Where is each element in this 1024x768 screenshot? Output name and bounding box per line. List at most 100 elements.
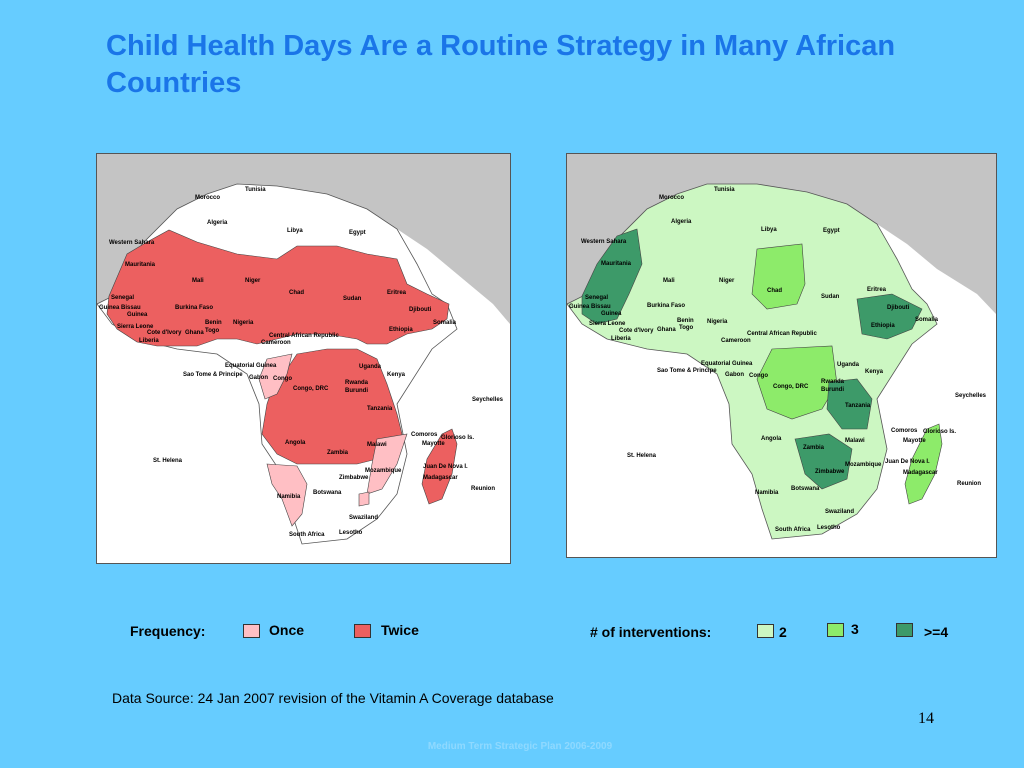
legend-4plus-swatch	[896, 623, 913, 637]
country-label-guinea: Guinea	[127, 312, 148, 318]
country-label-sao-tome-principe: Sao Tome & Principe	[183, 372, 243, 378]
country-label-namibia: Namibia	[755, 490, 779, 496]
country-label-uganda: Uganda	[359, 364, 382, 370]
country-label-cameroon: Cameroon	[721, 338, 751, 344]
int3-region-drc	[756, 345, 838, 420]
country-label-chad: Chad	[767, 288, 782, 294]
country-label-nigeria: Nigeria	[233, 320, 254, 326]
twice-region-west-africa	[106, 229, 450, 347]
country-label-zambia: Zambia	[327, 450, 349, 456]
country-label-comoros: Comoros	[411, 432, 438, 438]
country-label-madagascar: Madagascar	[423, 475, 458, 481]
country-label-liberia: Liberia	[611, 336, 631, 342]
country-label-tunisia: Tunisia	[714, 187, 735, 193]
country-label-ethiopia: Ethiopia	[871, 323, 895, 329]
country-label-western-sahara: Western Sahara	[109, 240, 155, 246]
country-label-togo: Togo	[679, 325, 694, 331]
country-label-reunion: Reunion	[471, 486, 495, 492]
country-label-guinea: Guinea	[601, 311, 622, 317]
country-label-seychelles: Seychelles	[955, 393, 987, 399]
country-label-burkina-faso: Burkina Faso	[647, 303, 685, 309]
country-label-burkina-faso: Burkina Faso	[175, 305, 213, 311]
country-label-mali: Mali	[192, 278, 204, 284]
country-label-angola: Angola	[285, 440, 306, 446]
country-label-reunion: Reunion	[957, 481, 981, 487]
country-label-sudan: Sudan	[821, 294, 840, 300]
country-label-angola: Angola	[761, 436, 782, 442]
country-label-morocco: Morocco	[659, 195, 684, 201]
country-label-botswana: Botswana	[313, 490, 342, 496]
footer-text: Medium Term Strategic Plan 2006-2009	[427, 741, 613, 752]
once-region-southern-africa	[266, 463, 308, 527]
country-label-libya: Libya	[287, 228, 303, 234]
country-label-seychelles: Seychelles	[472, 397, 504, 403]
country-label-cote-d-ivory: Cote d'Ivory	[619, 328, 654, 334]
country-label-togo: Togo	[205, 328, 220, 334]
country-label-swaziland: Swaziland	[825, 509, 854, 515]
country-label-botswana: Botswana	[791, 486, 820, 492]
country-label-namibia: Namibia	[277, 494, 301, 500]
data-source-note: Data Source: 24 Jan 2007 revision of the…	[112, 690, 554, 706]
country-label-guinea-bissau: Guinea Bissau	[569, 304, 611, 310]
country-label-sao-tome-principe: Sao Tome & Principe	[657, 368, 717, 374]
country-label-mayotte: Mayotte	[422, 441, 445, 447]
legend-2-label: 2	[779, 624, 787, 640]
country-label-zambia: Zambia	[803, 445, 825, 451]
country-label-cameroon: Cameroon	[261, 340, 291, 346]
country-label-juan-de-nova-i-: Juan De Nova I.	[885, 459, 930, 465]
int3-region-chad	[751, 243, 806, 310]
country-label-zimbabwe: Zimbabwe	[815, 469, 845, 475]
legend-3-swatch	[827, 623, 844, 637]
int3-region-madagascar	[904, 423, 943, 505]
country-label-djibouti: Djibouti	[887, 305, 910, 311]
frequency-map: Morocco Tunisia Algeria Libya Egypt Western S…	[96, 153, 511, 564]
country-label-benin: Benin	[677, 318, 694, 324]
once-region-swaziland	[358, 491, 370, 507]
country-label-eritrea: Eritrea	[387, 290, 407, 296]
legend-4plus-label: >=4	[924, 624, 949, 640]
country-label-nigeria: Nigeria	[707, 319, 728, 325]
country-label-swaziland: Swaziland	[349, 515, 378, 521]
country-label-senegal: Senegal	[585, 295, 608, 301]
country-label-equatorial-guinea: Equatorial Guinea	[701, 361, 753, 367]
once-region-gabon-congo	[258, 353, 293, 400]
country-label-mauritania: Mauritania	[601, 261, 632, 267]
country-label-rwanda: Rwanda	[345, 380, 369, 386]
country-label-gabon: Gabon	[725, 372, 744, 378]
country-label-lesotho: Lesotho	[339, 530, 363, 536]
interventions-map: Morocco Tunisia Algeria Libya Egypt Western S…	[566, 153, 997, 558]
slide-title: Child Health Days Are a Routine Strategy…	[106, 30, 896, 99]
country-label-cote-d-ivory: Cote d'Ivory	[147, 330, 182, 336]
int4-region-ethiopia	[856, 293, 923, 340]
country-label-malawi: Malawi	[845, 438, 865, 444]
country-label-comoros: Comoros	[891, 428, 918, 434]
country-label-rwanda: Rwanda	[821, 379, 845, 385]
country-label-benin: Benin	[205, 320, 222, 326]
country-label-chad: Chad	[289, 290, 304, 296]
country-label-algeria: Algeria	[207, 220, 228, 226]
country-label-ethiopia: Ethiopia	[389, 327, 413, 333]
country-label-central-african-republic: Central African Republic	[747, 331, 817, 337]
country-label-algeria: Algeria	[671, 219, 692, 225]
country-label-western-sahara: Western Sahara	[581, 239, 627, 245]
country-label-sierra-leone: Sierra Leone	[589, 321, 626, 327]
interventions-legend-heading: # of interventions:	[590, 624, 712, 640]
country-label-mayotte: Mayotte	[903, 438, 926, 444]
legend-2-swatch	[757, 624, 774, 638]
country-label-tunisia: Tunisia	[245, 187, 266, 193]
country-label-egypt: Egypt	[349, 230, 366, 236]
country-label-guinea-bissau: Guinea Bissau	[99, 305, 141, 311]
once-region-mozambique	[366, 433, 408, 495]
country-label-lesotho: Lesotho	[817, 525, 841, 531]
country-label-burundi: Burundi	[345, 388, 368, 394]
country-label-mozambique: Mozambique	[845, 462, 882, 468]
country-label-mauritania: Mauritania	[125, 262, 156, 268]
country-label-st-helena: St. Helena	[153, 458, 183, 464]
country-label-mozambique: Mozambique	[365, 468, 402, 474]
country-label-somalia: Somalia	[433, 320, 457, 326]
country-label-madagascar: Madagascar	[903, 470, 938, 476]
country-label-uganda: Uganda	[837, 362, 860, 368]
country-label-burundi: Burundi	[821, 387, 844, 393]
country-label-libya: Libya	[761, 227, 777, 233]
country-label-sierra-leone: Sierra Leone	[117, 324, 154, 330]
